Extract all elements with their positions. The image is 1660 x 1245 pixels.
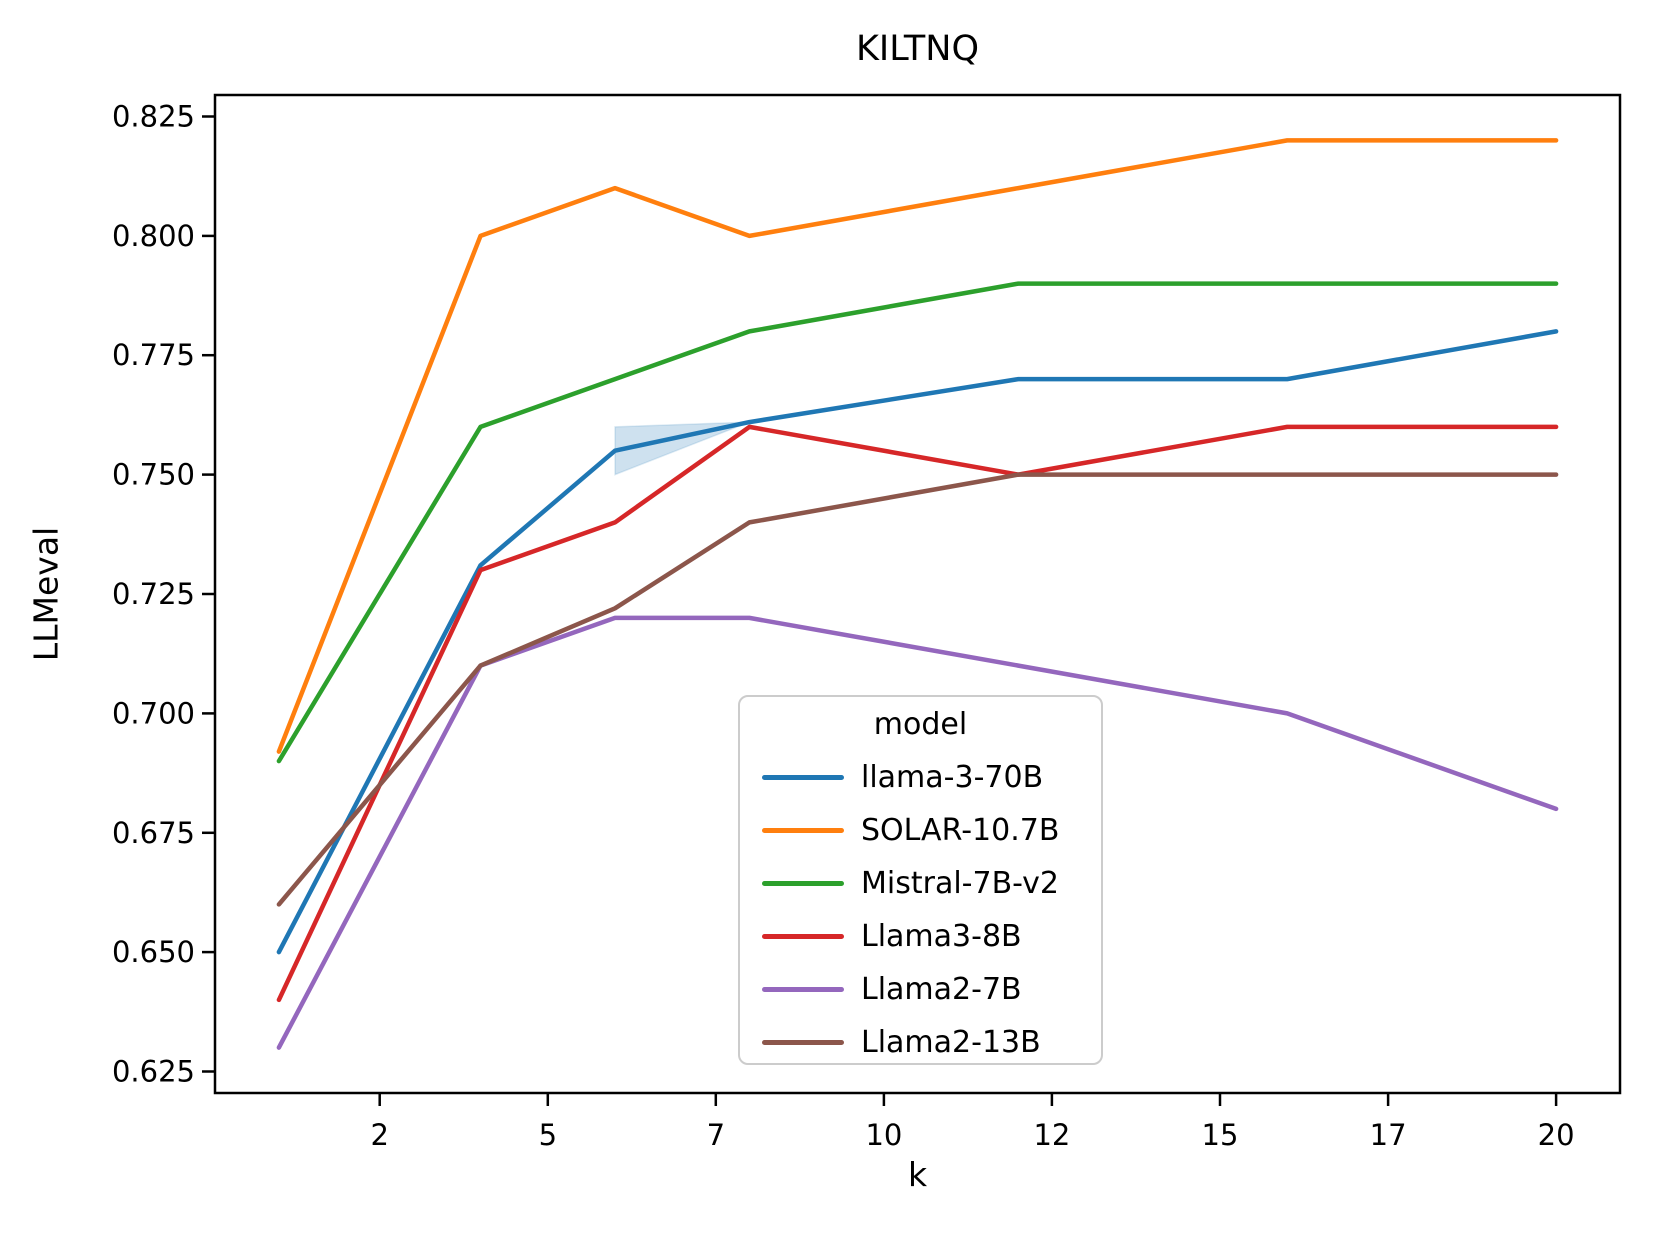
x-tick-label: 2 — [370, 1118, 388, 1152]
y-tick-label: 0.825 — [112, 100, 195, 134]
legend-label: Llama3-8B — [861, 919, 1022, 954]
legend-item: llama-3-70B — [740, 751, 1101, 804]
legend-swatch-Llama2-7B — [762, 987, 844, 992]
y-tick-label: 0.800 — [112, 219, 195, 253]
legend: model llama-3-70B SOLAR-10.7B Mistral-7B-v… — [738, 695, 1103, 1065]
y-tick-label: 0.625 — [112, 1055, 195, 1089]
legend-item: Llama2-13B — [740, 1016, 1101, 1069]
legend-title: model — [873, 707, 968, 742]
legend-swatch-llama-3-70B — [762, 775, 844, 780]
x-tick-label: 5 — [539, 1118, 557, 1152]
x-axis-label: k — [907, 1155, 928, 1194]
legend-label: llama-3-70B — [861, 760, 1044, 795]
y-axis-label: LLMeval — [26, 526, 66, 662]
legend-items: llama-3-70B SOLAR-10.7B Mistral-7B-v2 Llama… — [740, 751, 1101, 1069]
y-tick-label: 0.725 — [112, 577, 195, 611]
y-tick-label: 0.750 — [112, 458, 195, 492]
x-tick-label: 17 — [1370, 1118, 1407, 1152]
series-line-Mistral-7B-v2 — [276, 281, 1559, 764]
legend-label: Mistral-7B-v2 — [861, 866, 1060, 901]
chart-title: KILTNQ — [855, 29, 980, 69]
series-line-Llama2-13B — [276, 472, 1559, 907]
y-tick-label: 0.775 — [112, 338, 195, 372]
legend-swatch-Llama2-13B — [762, 1040, 844, 1045]
legend-label: Llama2-13B — [861, 1025, 1041, 1060]
legend-item: Mistral-7B-v2 — [740, 857, 1101, 910]
series-line-SOLAR-10.7B — [276, 138, 1559, 754]
y-tick-label: 0.700 — [112, 696, 195, 730]
series-line-Llama3-8B — [276, 424, 1559, 1003]
x-tick-label: 12 — [1033, 1118, 1070, 1152]
legend-swatch-Mistral-7B-v2 — [762, 881, 844, 886]
legend-item: Llama3-8B — [740, 910, 1101, 963]
y-tick-label: 0.675 — [112, 816, 195, 850]
legend-swatch-Llama3-8B — [762, 934, 844, 939]
legend-item: SOLAR-10.7B — [740, 804, 1101, 857]
x-tick-label: 15 — [1202, 1118, 1239, 1152]
x-tick-label: 20 — [1538, 1118, 1575, 1152]
x-tick-label: 10 — [865, 1118, 902, 1152]
x-tick-label: 7 — [707, 1118, 725, 1152]
legend-label: Llama2-7B — [861, 972, 1022, 1007]
y-tick-label: 0.650 — [112, 935, 195, 969]
legend-swatch-SOLAR-10.7B — [762, 828, 844, 833]
legend-label: SOLAR-10.7B — [861, 813, 1060, 848]
series-line-llama-3-70B — [276, 329, 1559, 955]
legend-item: Llama2-7B — [740, 963, 1101, 1016]
